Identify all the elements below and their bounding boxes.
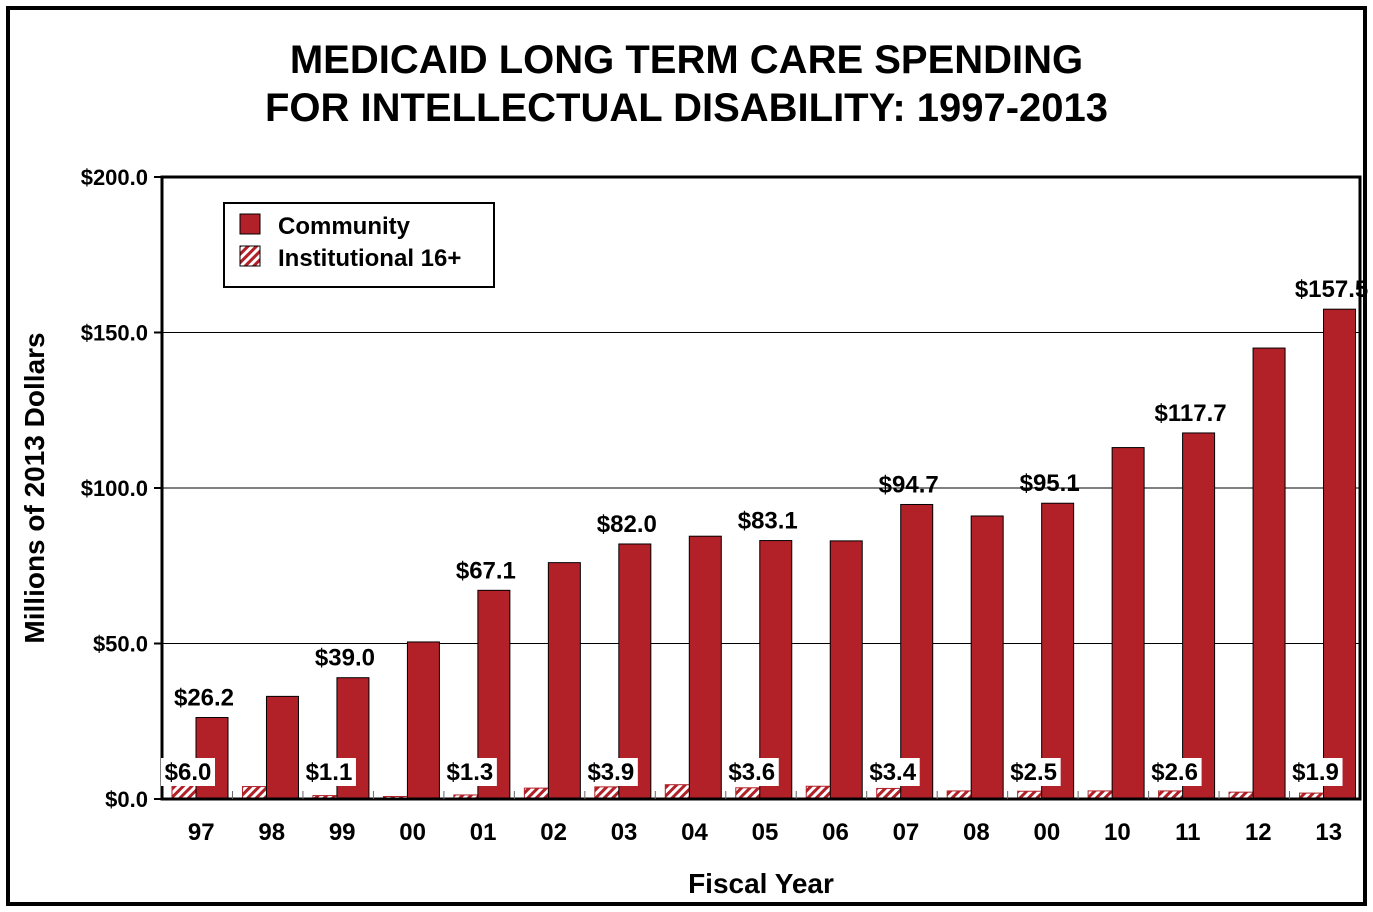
bars: [171, 308, 1357, 800]
y-tick-label: $0.0: [105, 787, 148, 812]
legend-box: [223, 202, 495, 288]
data-label-institutional: $1.3: [447, 759, 494, 786]
bar-institutional: [664, 784, 692, 800]
x-tick-label: 11: [1175, 819, 1200, 846]
data-label-institutional: $1.9: [1292, 759, 1339, 786]
bar-community: [1111, 447, 1145, 800]
x-tick-label: 05: [752, 819, 779, 846]
x-tick-label: 04: [681, 819, 708, 846]
bar-institutional: [241, 786, 269, 800]
data-label-institutional: $6.0: [165, 759, 212, 786]
x-tick-label: 97: [188, 819, 215, 846]
x-axis-label: Fiscal Year: [688, 868, 834, 899]
x-tick-label: 06: [822, 819, 849, 846]
data-label-community: $82.0: [597, 511, 657, 538]
bar-community: [1041, 502, 1075, 800]
bar-community: [547, 562, 581, 800]
data-label-institutional: $3.6: [728, 759, 775, 786]
x-tick-label: 02: [540, 819, 567, 846]
data-label-bg: [1006, 758, 1061, 786]
data-label-institutional: $2.5: [1010, 759, 1057, 786]
y-tick-label: $100.0: [81, 476, 148, 501]
x-tick-label: 10: [1104, 819, 1131, 846]
y-tick-label: $150.0: [81, 321, 148, 346]
bar-community: [1252, 347, 1286, 800]
bar-institutional: [876, 787, 904, 800]
x-tick-label: 07: [893, 819, 920, 846]
data-label-community: $39.0: [315, 645, 375, 672]
bar-community: [829, 540, 863, 800]
data-label-institutional: $2.6: [1151, 759, 1198, 786]
bar-institutional: [594, 786, 622, 800]
data-label-bg: [724, 758, 779, 786]
data-label-community: $94.7: [879, 471, 939, 498]
x-tick-label: 12: [1245, 819, 1272, 846]
data-labels: 97 $26.2 $6.0 98 99 $39.0 $1.1 00 01 $67.1 $1.3 02 0…: [161, 276, 1368, 846]
x-tick-label: 01: [470, 819, 497, 846]
data-label-community: $117.7: [1155, 400, 1227, 427]
data-label-bg: [583, 758, 638, 786]
data-label-bg: [301, 758, 356, 786]
bar-institutional: [735, 787, 763, 800]
data-label-bg: [1147, 758, 1202, 786]
bar-community: [688, 535, 722, 800]
legend: Community Institutional 16+: [223, 202, 495, 288]
y-tick-label: $50.0: [93, 632, 148, 657]
x-tick-label: 99: [329, 819, 356, 846]
data-label-community: $26.2: [174, 685, 234, 712]
legend-swatch-institutional: [239, 245, 261, 267]
data-label-bg: [442, 758, 497, 786]
bar-institutional: [523, 787, 551, 800]
bar-institutional: [805, 785, 833, 800]
data-label-community: $67.1: [456, 557, 516, 584]
legend-label-institutional: Institutional 16+: [278, 245, 461, 272]
data-label-bg: [161, 758, 215, 786]
y-tick-label: $200.0: [81, 165, 148, 190]
x-tick-label: 98: [258, 819, 285, 846]
data-label-community: $83.1: [738, 508, 798, 535]
data-label-institutional: $1.1: [306, 759, 353, 786]
bar-community: [759, 540, 793, 800]
chart-title-line-2: FOR INTELLECTUAL DISABILITY: 1997-2013: [264, 86, 1109, 130]
bar-community: [618, 543, 652, 800]
y-axis-label: Millions of 2013 Dollars: [19, 332, 50, 643]
x-tick-label: 13: [1315, 819, 1342, 846]
legend-label-community: Community: [278, 213, 411, 240]
bar-community: [970, 515, 1004, 800]
x-tick-label: 08: [963, 819, 990, 846]
bar-community: [265, 695, 299, 800]
data-label-community: $95.1: [1020, 470, 1080, 497]
legend-swatch-community: [239, 213, 261, 235]
axis-ticks: $0.0 $50.0 $100.0 $150.0 $200.0: [81, 165, 1291, 812]
chart-title-line-1: MEDICAID LONG TERM CARE SPENDING: [289, 38, 1084, 82]
data-label-institutional: $3.9: [587, 759, 634, 786]
x-tick-label: 00: [1034, 819, 1061, 846]
bar-community: [1182, 432, 1216, 800]
bar-community: [1323, 308, 1357, 800]
bar-community: [406, 641, 440, 800]
bar-community: [900, 503, 934, 800]
x-tick-label: 00: [399, 819, 426, 846]
data-label-institutional: $3.4: [869, 759, 916, 786]
x-tick-label: 03: [611, 819, 638, 846]
data-label-bg: [865, 758, 920, 786]
data-label-community: $157.5: [1295, 276, 1368, 303]
data-label-bg: [1288, 758, 1343, 786]
